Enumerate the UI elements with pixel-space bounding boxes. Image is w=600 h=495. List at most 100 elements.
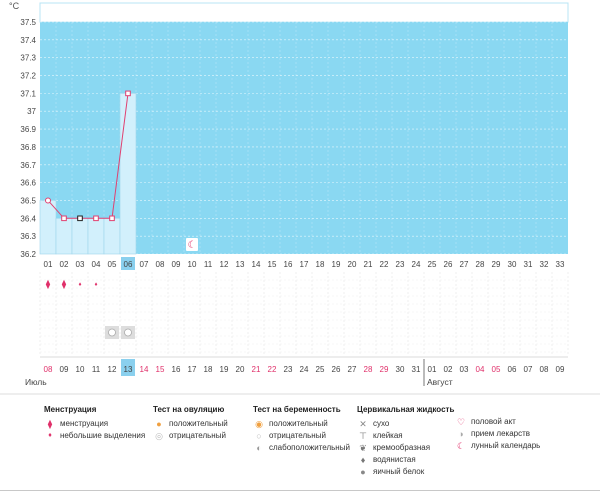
cycle-day-label: 17 xyxy=(300,260,309,269)
cycle-day-label: 04 xyxy=(92,260,101,269)
legend-cervical-fluid: Цервикальная жидкость ✕ сухо ⊤ клейкая ❦ кр… xyxy=(357,404,454,478)
cycle-day-label: 10 xyxy=(188,260,197,269)
legend-item: ● яичный белок xyxy=(357,466,454,478)
cycle-day-label: 25 xyxy=(428,260,437,269)
temperature-point xyxy=(45,197,51,204)
cycle-day-axis: 01 02 03 04 05 06 07 08 09 10 11 12 13 14 15 16 17 18 19 20… xyxy=(44,257,565,270)
today-highlight xyxy=(121,257,135,270)
chart-grid xyxy=(39,2,569,255)
temperature-line: ☾ xyxy=(45,90,198,251)
date-label: 28 xyxy=(364,365,373,374)
y-tick-label: 37.1 xyxy=(20,89,36,98)
cycle-day-label: 07 xyxy=(140,260,149,269)
eggwhite-icon: ● xyxy=(360,467,366,477)
day-markers-area: ⧫ ⧫ ♦ ♦ xyxy=(39,272,569,355)
cycle-day-label: 01 xyxy=(44,260,53,269)
date-label: 11 xyxy=(92,365,101,374)
legend-label: отрицательный xyxy=(269,431,326,440)
date-label: 02 xyxy=(444,365,453,374)
date-label: 26 xyxy=(332,365,341,374)
creamy-icon: ❦ xyxy=(359,443,367,453)
y-tick-label: 36.8 xyxy=(20,143,36,152)
weak-circle-icon: ◐ xyxy=(256,443,262,453)
temperature-bar xyxy=(87,218,105,255)
watery-icon: ♦ xyxy=(360,455,366,465)
cycle-day-label: 15 xyxy=(268,260,277,269)
legend-label: отрицательный xyxy=(169,431,226,440)
y-tick-label: 37.3 xyxy=(20,54,36,63)
today-date-highlight xyxy=(121,359,135,376)
y-tick-label: 37 xyxy=(27,107,36,116)
spotting-icon: ♦ xyxy=(78,282,81,288)
legend-label: положительный xyxy=(169,419,228,428)
cycle-day-label: 33 xyxy=(556,260,565,269)
legend-pregnancy: Тест на беременность ◉ положительный ○ отр… xyxy=(253,404,350,454)
date-label: 15 xyxy=(156,365,165,374)
date-label: 10 xyxy=(76,365,85,374)
cycle-day-label: 27 xyxy=(460,260,469,269)
legend-ovulation: Тест на овуляцию ● положительный ◎ отрицат… xyxy=(153,404,228,442)
y-tick-label: 36.6 xyxy=(20,179,36,188)
y-unit-label: °C xyxy=(9,1,20,11)
pill-icon: ◑ xyxy=(458,429,464,439)
positive-circle-icon: ◉ xyxy=(255,419,263,429)
date-label: 24 xyxy=(300,365,309,374)
legend-title: Менструация xyxy=(44,405,97,414)
legend-item: ❦ кремообразная xyxy=(357,442,454,454)
plot-top-strip xyxy=(39,2,569,23)
cycle-day-label: 32 xyxy=(540,260,549,269)
moon-icon: ☾ xyxy=(188,240,197,251)
y-tick-label: 37.4 xyxy=(20,36,36,45)
cycle-day-label: 14 xyxy=(252,260,261,269)
date-label: 03 xyxy=(460,365,469,374)
temperature-bars xyxy=(39,93,137,255)
date-label: 14 xyxy=(140,365,149,374)
legend-other: ♡ половой акт ◑ прием лекарств ☾ лунный кал… xyxy=(455,416,540,452)
date-label: 08 xyxy=(44,365,53,374)
date-label: 06 xyxy=(508,365,517,374)
legend-label: водянистая xyxy=(373,455,416,464)
cycle-day-label: 31 xyxy=(524,260,533,269)
legend-item: ♡ половой акт xyxy=(455,416,540,428)
legend-label: менструация xyxy=(60,419,109,428)
date-label: 01 xyxy=(428,365,437,374)
heart-icon: ♡ xyxy=(456,417,466,427)
lunar-marker-bg xyxy=(186,238,198,251)
cycle-day-label: 28 xyxy=(476,260,485,269)
legend-item: ☾ лунный календарь xyxy=(455,440,540,452)
negative-circle-icon: ○ xyxy=(256,431,262,441)
legend-title: Тест на беременность xyxy=(253,405,341,414)
temperature-polyline xyxy=(47,93,129,219)
y-tick-label: 36.9 xyxy=(20,125,36,134)
legend-item: ◎ отрицательный xyxy=(153,430,228,442)
legend-item: ⧫ менструация xyxy=(44,418,145,430)
date-label: 19 xyxy=(220,365,229,374)
legend-item: ⊤ клейкая xyxy=(357,430,454,442)
cycle-day-label: 02 xyxy=(60,260,69,269)
cross-icon: ✕ xyxy=(359,419,367,429)
date-label: 16 xyxy=(172,365,181,374)
legend-title: Тест на овуляцию xyxy=(153,405,225,414)
legend-label: лунный календарь xyxy=(471,441,541,450)
negative-circle-icon: ◎ xyxy=(155,431,163,441)
menstruation-icon: ⧫ xyxy=(46,279,51,290)
date-label: 09 xyxy=(60,365,69,374)
legend-item: ◐ слабоположительный xyxy=(253,442,350,454)
pill-icon xyxy=(124,328,132,337)
cycle-day-label: 21 xyxy=(364,260,373,269)
legend-label: сухо xyxy=(373,419,390,428)
legend-label: слабоположительный xyxy=(269,443,350,452)
cycle-day-label: 08 xyxy=(156,260,165,269)
legend-item: ● положительный xyxy=(153,418,228,430)
cycle-day-label: 11 xyxy=(204,260,213,269)
date-axis: 08 09 10 11 12 13 14 15 16 17 18 19 20 21 22 23 24 25 26 27… xyxy=(0,356,600,395)
legend-label: кремообразная xyxy=(373,443,431,452)
cycle-day-label: 30 xyxy=(508,260,517,269)
temperature-point xyxy=(109,215,115,222)
cycle-day-label: 24 xyxy=(412,260,421,269)
legend-menstruation: Менструация ⧫ менструация ♦ небольшие выде… xyxy=(44,404,145,442)
pill-icon xyxy=(108,328,116,337)
y-axis: °C37.5 37.4 37.3 37.2 37.1 37 36.9 36.8 36.7 36.6… xyxy=(9,1,37,259)
date-label: 09 xyxy=(556,365,565,374)
cycle-day-label: 16 xyxy=(284,260,293,269)
